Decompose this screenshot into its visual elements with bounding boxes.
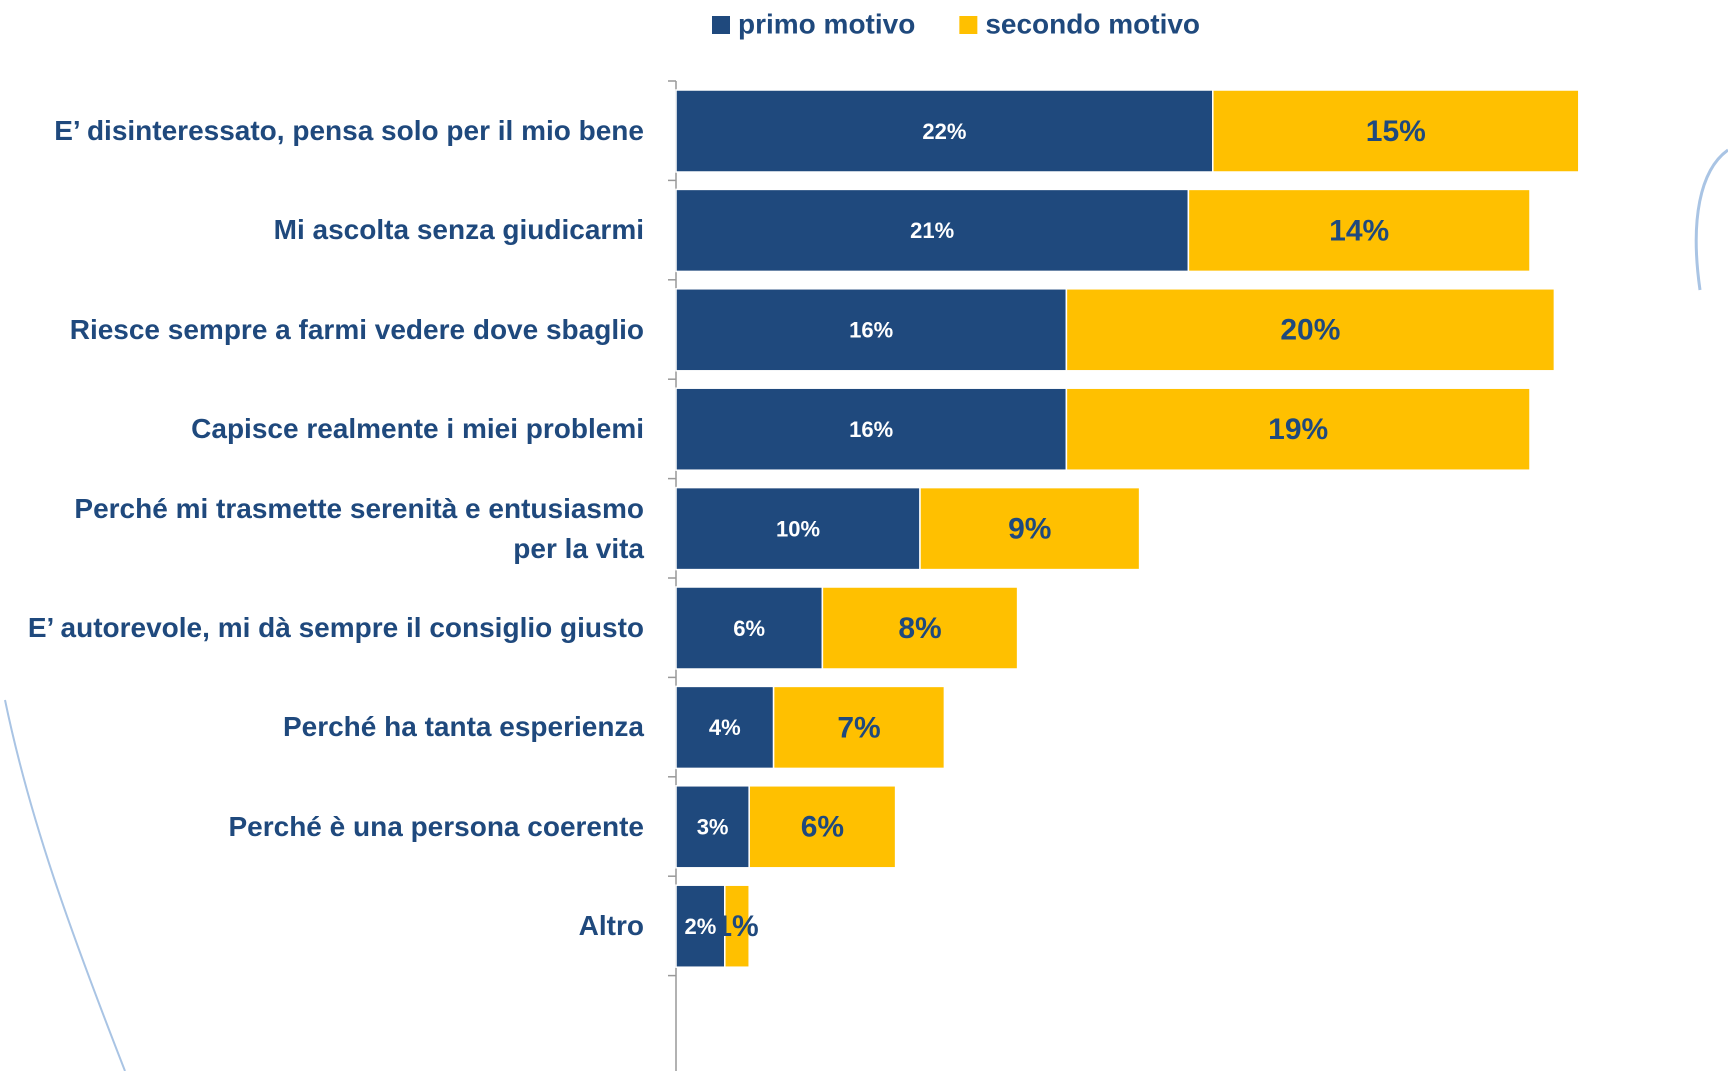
bar-segment [1187,188,1531,273]
bar-segment [675,188,1190,273]
legend-swatch [712,16,730,34]
bar-segment [821,586,1019,670]
category-label: Perché è una persona coerente [228,810,644,842]
data-label: 2% [685,914,717,939]
bar-segment [675,486,921,571]
data-label: 14% [1329,214,1389,247]
bar-segment [748,785,897,869]
category-label: Perché ha tanta esperienza [282,711,644,743]
bar-segment [675,884,726,968]
data-label: 19% [1268,413,1328,446]
data-label: 3% [697,815,729,840]
data-label: 21% [910,218,954,243]
category-label: E’ autorevole, mi dà sempre il consiglio… [27,612,644,643]
data-label: 15% [1366,115,1426,148]
data-label: 6% [733,616,765,641]
category-label: Riesce sempre a farmi vedere dove sbagli… [69,313,644,345]
category-label: Perché mi trasmette serenità e entusiasm… [74,492,644,564]
bar-segment [675,586,824,670]
data-label: 1% [715,910,758,943]
legend-label: secondo motivo [985,8,1200,39]
bar-segment [675,89,1214,173]
bar-segment [919,486,1141,571]
bar-segment [1065,288,1556,372]
data-label: 8% [898,612,941,645]
decor-arc [4,699,126,1071]
data-label: 16% [849,417,893,442]
data-label: 6% [801,811,844,844]
data-label: 22% [922,119,966,144]
category-label: Altro [578,910,644,942]
category-label: Capisce realmente i miei problemi [191,413,644,445]
legend-label: primo motivo [738,8,915,39]
legend-swatch [959,16,978,34]
decor-arc [1694,148,1728,291]
bar-segment [675,288,1068,372]
data-label: 16% [849,318,893,343]
bar-segment [1065,387,1531,471]
data-label: 9% [1008,513,1051,546]
category-label: E’ disinteressato, pensa solo per il mio… [54,115,644,146]
data-label: 4% [709,715,741,740]
bar-segment [675,685,775,770]
bar-segment [1212,89,1580,173]
data-label: 10% [776,516,820,541]
bar-segment [675,785,750,869]
data-label: 20% [1280,314,1340,347]
bar-segment [772,685,946,770]
bar-segment [724,884,750,968]
category-label: Mi ascolta senza giudicarmi [273,214,644,246]
bar-segment [675,387,1068,471]
data-label: 7% [837,711,880,744]
